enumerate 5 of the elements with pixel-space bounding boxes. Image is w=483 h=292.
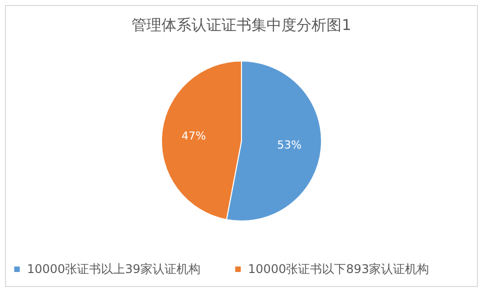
legend-label: 10000张证书以上39家认证机构: [27, 262, 200, 276]
data-label: 47%: [181, 129, 206, 142]
legend-label: 10000张证书以下893家认证机构: [248, 262, 430, 276]
data-label: 53%: [277, 138, 302, 152]
chart-title: 管理体系认证证书集中度分析图1: [132, 16, 352, 34]
